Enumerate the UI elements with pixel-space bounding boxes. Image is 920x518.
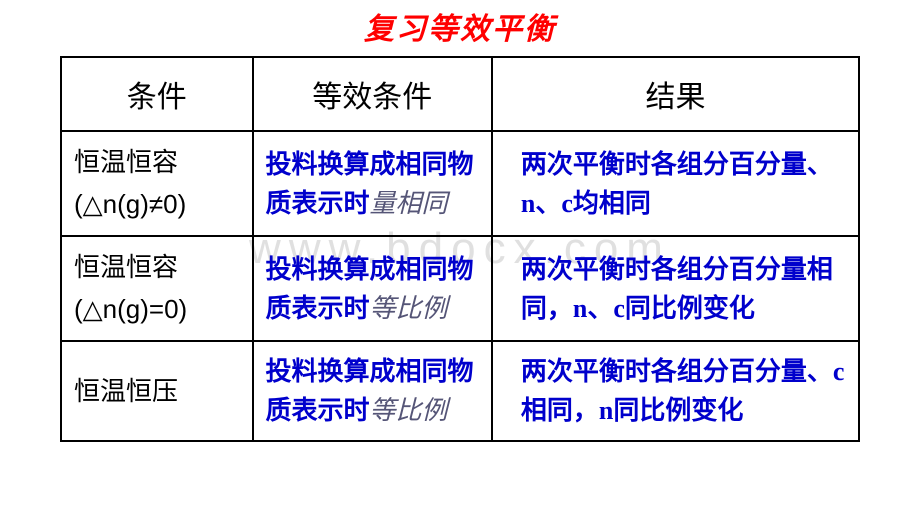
header-condition: 条件 bbox=[61, 57, 253, 131]
header-result: 结果 bbox=[492, 57, 859, 131]
equiv-cell: 投料换算成相同物质表示时量相同 bbox=[253, 131, 492, 236]
equivalence-table: 条件 等效条件 结果 恒温恒容 (△n(g)≠0) 投料换算成相同物质表示时量相… bbox=[60, 56, 860, 442]
equiv-suffix: 等比例 bbox=[370, 294, 448, 323]
equiv-cell: 投料换算成相同物质表示时等比例 bbox=[253, 341, 492, 441]
condition-cell: 恒温恒容 (△n(g)=0) bbox=[61, 236, 253, 341]
result-cell: 两次平衡时各组分百分量、n、c均相同 bbox=[492, 131, 859, 236]
equiv-cell: 投料换算成相同物质表示时等比例 bbox=[253, 236, 492, 341]
table-header-row: 条件 等效条件 结果 bbox=[61, 57, 859, 131]
condition-line1: 恒温恒容 bbox=[74, 253, 178, 282]
equiv-suffix: 等比例 bbox=[370, 396, 448, 425]
result-cell: 两次平衡时各组分百分量、c相同，n同比例变化 bbox=[492, 341, 859, 441]
condition-line2: (△n(g)=0) bbox=[74, 294, 187, 324]
table-row: 恒温恒压 投料换算成相同物质表示时等比例 两次平衡时各组分百分量、c相同，n同比… bbox=[61, 341, 859, 441]
slide-content: 复习等效平衡 条件 等效条件 结果 恒温恒容 (△n(g)≠0) bbox=[0, 0, 920, 442]
condition-line1: 恒温恒容 bbox=[74, 148, 178, 177]
condition-line2: (△n(g)≠0) bbox=[74, 189, 186, 219]
equiv-suffix: 量相同 bbox=[370, 189, 448, 218]
result-cell: 两次平衡时各组分百分量相同，n、c同比例变化 bbox=[492, 236, 859, 341]
table-row: 恒温恒容 (△n(g)=0) 投料换算成相同物质表示时等比例 两次平衡时各组分百… bbox=[61, 236, 859, 341]
header-equiv: 等效条件 bbox=[253, 57, 492, 131]
table-row: 恒温恒容 (△n(g)≠0) 投料换算成相同物质表示时量相同 两次平衡时各组分百… bbox=[61, 131, 859, 236]
slide-title: 复习等效平衡 bbox=[0, 0, 920, 56]
condition-line1: 恒温恒压 bbox=[74, 377, 178, 406]
condition-cell: 恒温恒压 bbox=[61, 341, 253, 441]
table-container: 条件 等效条件 结果 恒温恒容 (△n(g)≠0) 投料换算成相同物质表示时量相… bbox=[0, 56, 920, 442]
condition-cell: 恒温恒容 (△n(g)≠0) bbox=[61, 131, 253, 236]
